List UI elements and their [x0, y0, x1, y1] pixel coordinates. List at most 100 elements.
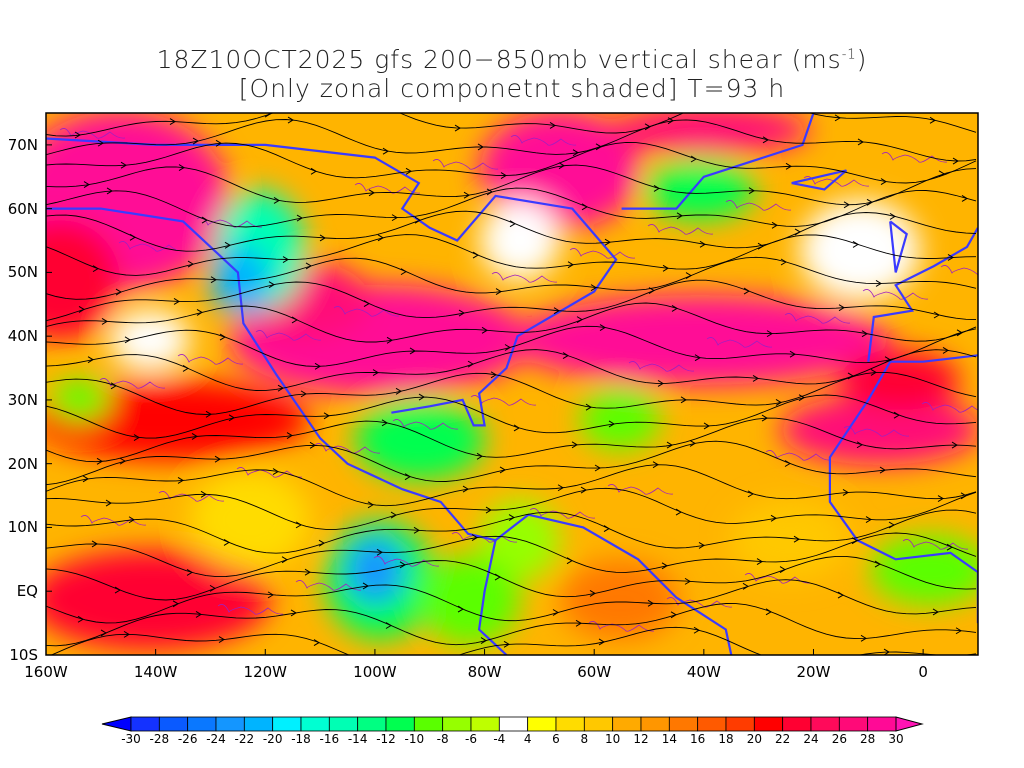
- streamline-arrow: [458, 309, 465, 317]
- streamline: [46, 164, 977, 206]
- streamline-arrow: [200, 490, 207, 498]
- colorbar-swatch: [782, 716, 812, 732]
- streamline-arrow: [503, 640, 510, 648]
- lat-label: 70N: [7, 135, 38, 154]
- streamline-arrow: [843, 201, 850, 209]
- contour-line: [392, 419, 459, 430]
- streamline-arrow: [282, 256, 289, 263]
- contour-line: [921, 402, 978, 413]
- streamline-arrow: [480, 637, 487, 645]
- streamline-arrow: [372, 369, 379, 376]
- streamline-arrow: [390, 511, 397, 519]
- colorbar-swatch: [838, 716, 869, 732]
- coastlines: [46, 113, 978, 655]
- streamline-arrow: [757, 242, 764, 250]
- streamline-arrow: [775, 399, 782, 406]
- streamline-arrow: [509, 220, 516, 228]
- streamline-arrow: [648, 287, 655, 294]
- streamline-arrow: [870, 369, 877, 376]
- colorbar-swatch: [725, 716, 755, 732]
- streamline-arrow: [837, 591, 844, 599]
- streamline-arrow: [932, 608, 939, 616]
- streamline-arrow: [395, 387, 402, 395]
- streamline-arrow: [286, 432, 293, 439]
- lat-label: 60N: [7, 199, 38, 218]
- streamline-arrow: [595, 143, 602, 151]
- colorbar-swatch: [867, 716, 897, 732]
- shear-map: [45, 112, 979, 656]
- colorbar-swatch: [413, 716, 444, 732]
- streamline-arrow: [87, 356, 94, 364]
- chart-title-line1: 18Z10OCT2025 gfs 200−850mb vertical shea…: [0, 45, 1024, 74]
- map-area: [46, 113, 978, 655]
- lon-label: 60W: [577, 663, 612, 681]
- shear-region: [510, 295, 890, 385]
- colorbar-swatch: [527, 716, 557, 732]
- shear-region: [355, 400, 485, 480]
- streamline-arrow: [589, 589, 596, 597]
- contour-line: [177, 354, 244, 365]
- contour-line: [491, 272, 558, 283]
- colorbar-swatch: [272, 716, 302, 732]
- streamline: [46, 279, 977, 322]
- colorbar-high-arrow: [895, 716, 924, 732]
- streamline-arrow: [875, 280, 882, 287]
- streamline-arrow: [124, 336, 131, 344]
- streamline-arrow: [698, 541, 705, 549]
- colorbar-label: -4: [493, 732, 506, 746]
- streamline-arrow: [684, 577, 691, 585]
- colorbar-swatch: [158, 716, 189, 732]
- streamline-arrow: [169, 118, 176, 126]
- contour-line: [295, 580, 362, 591]
- streamline-arrow: [567, 261, 574, 269]
- streamline-arrow: [657, 380, 664, 387]
- title-text: 18Z10OCT2025 gfs 200−850mb vertical shea…: [156, 45, 842, 74]
- streamline-arrow: [685, 272, 692, 280]
- contour-line: [784, 313, 851, 324]
- streamline-arrow: [82, 475, 89, 483]
- colorbar-swatch: [753, 716, 784, 732]
- streamline-arrow: [558, 162, 565, 170]
- streamline-arrow: [128, 516, 135, 524]
- streamline-arrow: [671, 304, 678, 312]
- lon-label: 20W: [796, 663, 831, 681]
- streamline-arrow: [277, 384, 284, 392]
- streamline: [46, 417, 977, 463]
- contour-line: [628, 361, 695, 372]
- streamline-arrow: [295, 521, 302, 529]
- colorbar-swatch: [300, 716, 330, 732]
- lon-label: 140W: [133, 663, 178, 681]
- streamline: [46, 440, 977, 486]
- contour-line: [862, 289, 929, 300]
- streamline-arrow: [192, 137, 199, 145]
- streamline-arrow: [504, 344, 511, 351]
- streamline-arrow: [178, 164, 185, 172]
- streamline-arrow: [467, 360, 474, 368]
- streamline-arrow: [323, 412, 330, 420]
- streamline-arrow: [784, 460, 791, 467]
- streamline-arrow: [748, 187, 755, 195]
- colorbar-label: 24: [803, 732, 819, 746]
- streamline-arrow: [888, 521, 895, 529]
- streamline: [46, 113, 977, 137]
- shear-region: [190, 470, 310, 570]
- streamline-arrow: [101, 317, 108, 325]
- streamline-arrow: [946, 543, 953, 551]
- colorbar-swatch: [810, 716, 840, 732]
- streamline-arrow: [368, 189, 375, 197]
- lat-label: 50N: [7, 263, 38, 282]
- streamline-arrow: [219, 333, 226, 341]
- streamline: [46, 394, 977, 439]
- colorbar-label: 14: [661, 732, 677, 746]
- streamline-arrow: [743, 287, 750, 295]
- lon-label: 120W: [243, 663, 287, 681]
- shear-region: [480, 200, 560, 280]
- streamline-arrow: [310, 167, 317, 175]
- contour-line: [196, 217, 263, 228]
- streamline-arrow: [409, 347, 416, 355]
- colorbar-label: 12: [633, 732, 649, 746]
- streamline-arrow: [191, 433, 198, 440]
- streamline-arrow: [880, 178, 887, 185]
- colorbar-swatch: [470, 716, 500, 732]
- streamline-arrow: [187, 260, 194, 268]
